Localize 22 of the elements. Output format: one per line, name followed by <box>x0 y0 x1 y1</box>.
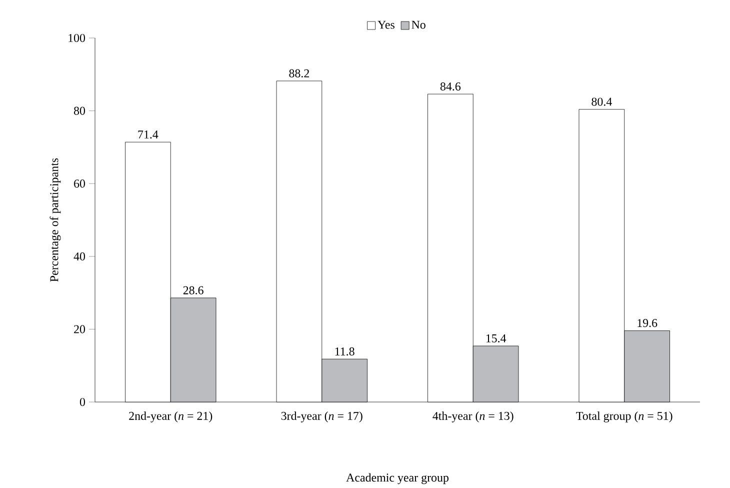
y-axis-title: Percentage of participants <box>50 158 61 282</box>
data-label: 11.8 <box>335 347 354 356</box>
data-label: 88.2 <box>289 69 309 78</box>
y-tick-label: 100 <box>68 34 86 42</box>
legend-label: Yes <box>378 20 394 29</box>
data-label: 19.6 <box>638 319 658 328</box>
y-tick-label: 60 <box>74 180 86 188</box>
x-axis-title: Academic year group <box>346 473 448 484</box>
y-tick-label: 0 <box>80 398 86 406</box>
legend-label: No <box>412 20 426 29</box>
data-label: 80.4 <box>592 98 612 106</box>
data-label: 84.6 <box>440 82 461 91</box>
data-label: 71.4 <box>138 130 158 139</box>
y-tick-label: 40 <box>74 252 86 260</box>
y-tick-label: 80 <box>74 106 86 115</box>
y-tick-label: 20 <box>74 325 86 334</box>
x-tick-label: 3rd-year (n = 17) <box>281 412 362 422</box>
data-label: 28.6 <box>183 286 204 294</box>
x-tick-label: 2nd-year (n = 21) <box>129 412 212 422</box>
x-tick-label: Total group (n = 51) <box>576 412 672 422</box>
x-tick-label: 4th-year (n = 13) <box>432 412 514 422</box>
data-label: 15.4 <box>486 334 506 342</box>
